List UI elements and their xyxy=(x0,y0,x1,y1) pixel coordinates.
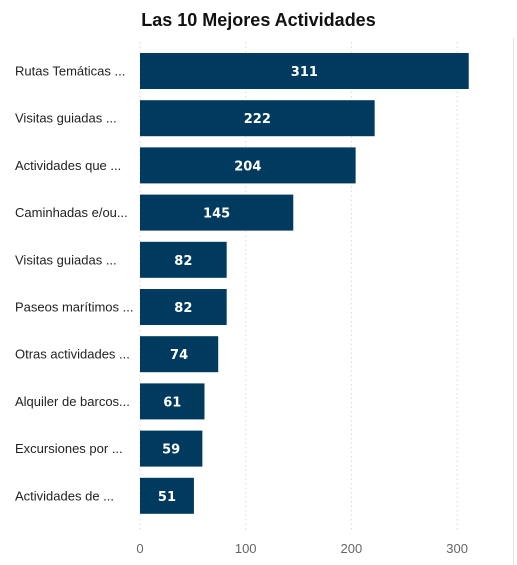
bar xyxy=(140,53,469,89)
category-label: Alquiler de barcos... xyxy=(15,394,130,409)
category-label: Excursiones por ... xyxy=(15,441,123,456)
data-label: 145 xyxy=(203,207,230,222)
category-label: Paseos marítimos ... xyxy=(15,300,133,315)
bar xyxy=(140,477,194,514)
x-tick-label: 300 xyxy=(446,541,468,556)
data-label: 82 xyxy=(174,254,192,269)
x-tick-label: 200 xyxy=(341,541,363,556)
data-label: 74 xyxy=(170,348,188,363)
bar xyxy=(140,241,227,278)
x-tick-label: 100 xyxy=(235,541,257,556)
bar xyxy=(140,383,205,420)
bar xyxy=(140,289,227,325)
category-label: Actividades que ... xyxy=(15,158,121,173)
category-label: Actividades de ... xyxy=(15,488,114,503)
bar xyxy=(140,100,375,137)
data-label: 61 xyxy=(163,395,181,410)
category-label: Rutas Temáticas ... xyxy=(15,64,125,79)
bar xyxy=(140,194,294,231)
x-tick-label: 0 xyxy=(136,541,143,556)
data-label: 59 xyxy=(162,443,180,458)
data-label: 51 xyxy=(158,490,176,505)
chart-title: Las 10 Mejores Actividades xyxy=(141,10,376,30)
data-label: 204 xyxy=(234,159,261,174)
data-label: 311 xyxy=(291,65,318,80)
data-label: 82 xyxy=(174,301,192,316)
bar xyxy=(140,147,356,184)
bar xyxy=(140,430,203,467)
category-label: Caminhadas e/ou... xyxy=(15,205,128,220)
bar xyxy=(140,336,219,373)
category-label: Otras actividades ... xyxy=(15,347,130,362)
category-label: Visitas guiadas ... xyxy=(15,252,117,267)
data-label: 222 xyxy=(244,112,271,127)
category-label: Visitas guiadas ... xyxy=(15,111,117,126)
panel-divider xyxy=(513,38,514,565)
